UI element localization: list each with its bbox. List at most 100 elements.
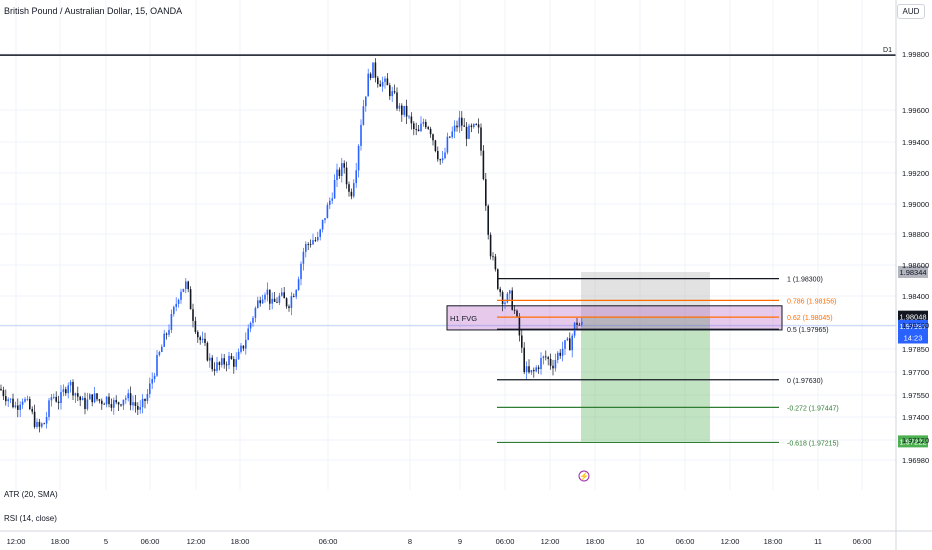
candle-body bbox=[369, 73, 372, 78]
y-tick-label: 1.98600 bbox=[902, 261, 929, 270]
candle-body bbox=[48, 400, 50, 418]
rsi-indicator-label[interactable]: RSI (14, close) bbox=[4, 514, 57, 523]
candle-body bbox=[144, 398, 146, 401]
candle-body bbox=[569, 338, 571, 351]
candle-body bbox=[204, 338, 206, 343]
candle-body bbox=[216, 362, 218, 371]
candle-body bbox=[523, 347, 525, 373]
candle-body bbox=[564, 340, 566, 349]
x-tick-label: 12:00 bbox=[541, 537, 560, 546]
candle-body bbox=[266, 289, 269, 295]
candle-body bbox=[393, 91, 396, 93]
candle-body bbox=[506, 293, 509, 303]
candle-body bbox=[276, 301, 278, 303]
candle-body bbox=[211, 357, 213, 370]
candle-body bbox=[36, 421, 38, 427]
fib-level-label: -0.618 (1.97215) bbox=[787, 440, 839, 447]
candle-body bbox=[578, 324, 581, 326]
candle-body bbox=[533, 370, 535, 372]
candle-body bbox=[379, 84, 381, 87]
x-tick-label: 9 bbox=[458, 537, 462, 546]
candle-body bbox=[552, 365, 554, 369]
candle-body bbox=[93, 393, 96, 403]
candle-body bbox=[554, 359, 557, 369]
y-tick-label: 1.98800 bbox=[902, 230, 929, 239]
candle-body bbox=[0, 388, 2, 391]
candle-body bbox=[77, 393, 79, 397]
candle-body bbox=[391, 91, 393, 97]
candle-body bbox=[350, 191, 353, 197]
y-tick-label: 1.99200 bbox=[902, 169, 929, 178]
candle-body bbox=[389, 85, 391, 97]
fib-level-label: 0.62 (1.98045) bbox=[787, 315, 833, 322]
candle-body bbox=[158, 352, 161, 355]
candle-body bbox=[290, 296, 293, 309]
candle-body bbox=[317, 237, 319, 241]
candle-body bbox=[50, 397, 53, 401]
candle-body bbox=[295, 290, 297, 297]
candle-body bbox=[153, 375, 156, 380]
lightning-icon: ⚡ bbox=[579, 471, 589, 481]
candle-body bbox=[456, 125, 458, 128]
candle-body bbox=[381, 81, 384, 87]
candle-body bbox=[209, 357, 211, 361]
candle-body bbox=[129, 393, 132, 406]
candle-body bbox=[103, 403, 105, 405]
candle-body bbox=[163, 333, 165, 347]
candle-body bbox=[91, 394, 93, 403]
fib-level-label: 1 (1.98300) bbox=[787, 277, 823, 284]
candle-body bbox=[425, 121, 427, 128]
candle-body bbox=[17, 405, 19, 410]
atr-indicator-label[interactable]: ATR (20, SMA) bbox=[4, 490, 58, 499]
x-tick-label: 18:00 bbox=[586, 537, 605, 546]
candle-body bbox=[384, 78, 386, 82]
candle-body bbox=[146, 393, 149, 401]
candle-body bbox=[240, 345, 242, 352]
candles bbox=[0, 58, 583, 433]
x-tick-label: 8 bbox=[408, 537, 412, 546]
candle-body bbox=[465, 126, 468, 139]
price-label: 1.97222 bbox=[899, 437, 926, 446]
candle-body bbox=[504, 302, 506, 305]
fvg-label: H1 FVG bbox=[450, 314, 477, 323]
candle-body bbox=[65, 389, 67, 394]
overlay: D1 1 (1.98300) 0.786 (1.98156) 0.62 (1.9804… bbox=[0, 47, 928, 482]
candle-body bbox=[86, 399, 89, 410]
candle-body bbox=[307, 244, 309, 245]
x-tick-label: 12:00 bbox=[721, 537, 740, 546]
candle-body bbox=[12, 398, 14, 408]
candle-body bbox=[429, 128, 432, 135]
candle-body bbox=[156, 354, 158, 376]
candle-body bbox=[84, 397, 86, 410]
candle-body bbox=[38, 421, 41, 427]
candle-body bbox=[494, 256, 497, 270]
fib-level-label: 0.786 (1.98156) bbox=[787, 298, 836, 305]
candle-body bbox=[101, 400, 103, 404]
candle-body bbox=[437, 151, 439, 160]
candle-body bbox=[67, 385, 69, 394]
candle-body bbox=[444, 152, 446, 159]
candle-body bbox=[559, 352, 561, 356]
target-zone bbox=[581, 316, 710, 442]
candle-body bbox=[132, 402, 134, 406]
currency-button[interactable]: AUD bbox=[897, 4, 925, 19]
x-tick-label: 06:00 bbox=[853, 537, 872, 546]
candle-body bbox=[326, 204, 329, 219]
candle-body bbox=[33, 411, 36, 427]
price-label-box bbox=[898, 265, 928, 278]
y-tick-label: 1.99000 bbox=[902, 200, 929, 209]
candle-body bbox=[182, 288, 185, 292]
candle-body bbox=[105, 396, 108, 405]
candle-body bbox=[353, 183, 355, 197]
candle-body bbox=[72, 381, 74, 396]
candle-body bbox=[189, 289, 192, 310]
stop-zone bbox=[581, 271, 710, 317]
fvg-box bbox=[446, 305, 783, 331]
price-label: 14:23 bbox=[904, 333, 923, 342]
candle-body bbox=[557, 352, 559, 360]
candle-body bbox=[372, 62, 374, 78]
grid bbox=[0, 0, 896, 490]
